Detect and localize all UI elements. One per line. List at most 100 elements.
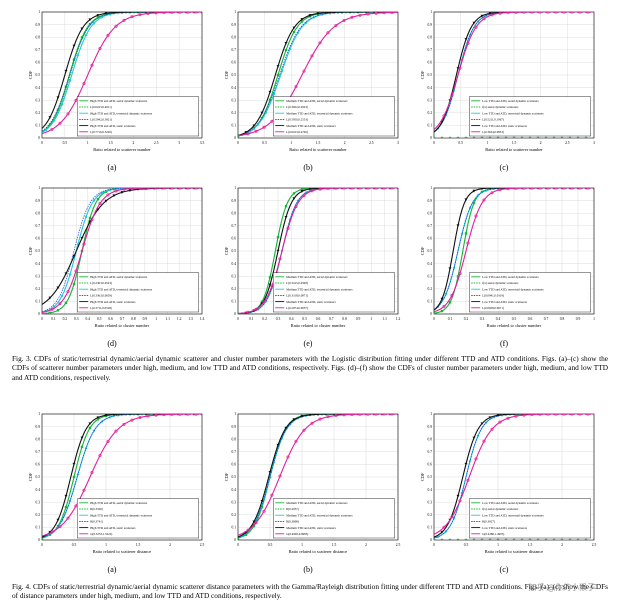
series-point [276, 443, 280, 447]
chart-fig4a-svg: 0 0.5 1 1.5 2 2.5 0 0.1 0.2 0.3 0.4 0.5 0.6 0.7 0.8 0.9… [28, 412, 204, 554]
y-axis-label: CDF [224, 246, 229, 255]
x-tick-label: 0 [237, 543, 239, 547]
y-tick-label: 0.8 [232, 211, 237, 215]
x-tick-label: 1 [87, 141, 89, 145]
legend-entry: G(0.5253,1.3222) [90, 532, 112, 537]
x-tick-label: 1.5 [528, 543, 533, 547]
series-point [440, 538, 444, 540]
x-tick-label: 1.5 [332, 543, 337, 547]
x-tick-label: 0.2 [63, 317, 68, 321]
x-tick-label: 0.1 [51, 317, 56, 321]
legend-entry: R(0.3320) [90, 507, 103, 511]
series-point [466, 41, 470, 45]
series-point [514, 414, 518, 418]
figure4-caption-text: CDFs of static/terrestrial dynamic/aeria… [12, 582, 608, 601]
series-point [260, 499, 264, 503]
chart-fig3a: 0 0.5 1 1.5 2 2.5 3 3.5 0 0.1 0.2 0.3 0.4 0.5 0.6 0.7 0.… [26, 10, 206, 160]
series-point [170, 12, 174, 14]
y-tick-label: 1 [38, 412, 40, 416]
y-tick-label: 0.9 [36, 425, 41, 429]
x-tick-label: 1 [105, 543, 107, 547]
legend-entry: L(0.2303,0.0523) [90, 281, 112, 286]
y-tick-label: 0.8 [428, 437, 433, 441]
y-tick-label: 0.7 [428, 48, 433, 52]
series-group [42, 11, 213, 135]
series-point [278, 257, 282, 261]
series-point [456, 494, 460, 498]
legend-entry: G(0.4286,1.4903) [482, 532, 504, 537]
x-tick-label: 0 [433, 317, 435, 321]
chart-fig4c: 0 0.5 1 1.5 2 2.5 0 0.1 0.2 0.3 0.4 0.5 0.6 0.7 0.8 0.9… [418, 412, 598, 562]
series-point [66, 112, 70, 116]
series-point [592, 538, 594, 540]
y-tick-label: 0.7 [232, 48, 237, 52]
series-point [603, 11, 605, 13]
series-point [498, 420, 502, 424]
series-point [405, 11, 408, 14]
series-point [186, 12, 190, 14]
series-point [96, 16, 100, 19]
x-tick-label: 0.7 [120, 317, 125, 321]
series-point [154, 12, 158, 15]
subfigure-label-3c: (c) [499, 163, 509, 172]
series-point [88, 426, 92, 430]
series-line [238, 12, 398, 136]
figure3-caption: Fig. 3. CDFs of static/terrestrial dynam… [12, 354, 608, 382]
series-point [603, 413, 605, 415]
series-point [341, 12, 343, 14]
series-point [497, 188, 499, 190]
series-point [44, 128, 48, 132]
series-point [474, 214, 478, 218]
y-tick-label: 0 [430, 312, 432, 316]
series-point [522, 188, 526, 190]
series-point [554, 12, 558, 14]
series-point [504, 136, 508, 138]
y-tick-label: 0.2 [428, 287, 433, 291]
series-point [92, 198, 96, 203]
series-point [552, 136, 556, 138]
y-tick-label: 0.9 [36, 23, 41, 27]
x-tick-label: 0.1 [448, 317, 453, 321]
series-point [324, 12, 328, 15]
series-point [576, 538, 580, 540]
x-axis-label: Ratio related to scatterer number [289, 147, 347, 152]
y-tick-label: 0.6 [36, 61, 41, 65]
series-point [536, 538, 540, 540]
series-point [358, 13, 362, 17]
series-point [546, 12, 550, 14]
legend-box [469, 272, 591, 313]
series-point [254, 129, 258, 133]
series-point [48, 296, 52, 300]
subfigure-label-4c: (c) [499, 565, 509, 574]
y-tick-label: 0.2 [36, 513, 41, 517]
series-point [211, 11, 213, 13]
series-point [194, 188, 198, 190]
series-point [88, 18, 92, 22]
y-tick-label: 0.4 [36, 488, 41, 492]
series-point [56, 518, 60, 522]
series-point [466, 241, 470, 245]
legend-entry: High TTD and ATD, terrestrial dynamic sc… [90, 287, 153, 292]
series-point [434, 136, 436, 138]
y-tick-label: 0.4 [428, 488, 433, 492]
series-point [146, 414, 150, 418]
series-point [162, 188, 166, 190]
y-tick-label: 0.5 [36, 249, 41, 253]
series-point [178, 188, 182, 190]
y-tick-label: 0 [234, 136, 236, 140]
series-point [64, 272, 68, 276]
x-tick-label: 2 [169, 543, 171, 547]
series-point [121, 414, 123, 416]
series-point [205, 186, 208, 189]
series-point [342, 414, 346, 417]
series-point [72, 58, 76, 61]
series-point [68, 79, 72, 83]
series-point [318, 41, 322, 45]
series-point [325, 414, 327, 416]
y-tick-label: 0.9 [428, 199, 433, 203]
series-point [122, 18, 126, 22]
series-point [112, 414, 116, 416]
series-point [68, 272, 72, 277]
x-tick-label: 2.5 [154, 141, 159, 145]
series-line [434, 414, 594, 535]
